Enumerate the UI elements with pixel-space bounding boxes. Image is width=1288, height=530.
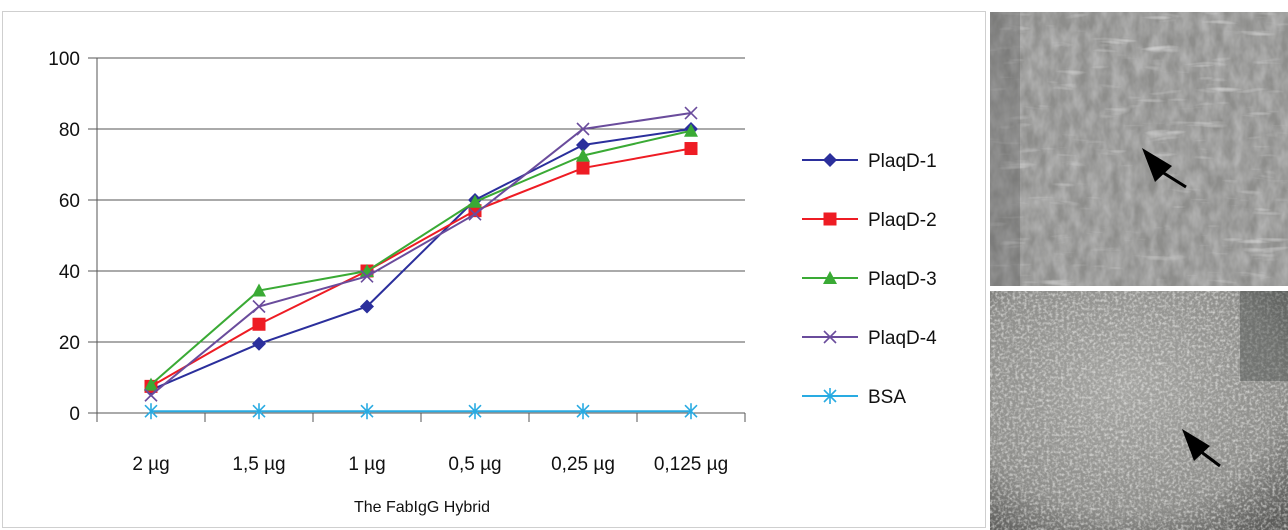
x-tick-labels: 2 µg 1,5 µg 1 µg 0,5 µg 0,25 µg 0,125 µg	[96, 413, 746, 475]
legend-item: PlaqD-1	[802, 151, 937, 172]
microscopy-bottom-svg	[990, 291, 1288, 530]
data-point	[684, 142, 698, 156]
data-point	[252, 299, 266, 314]
y-tick-labels: 0 20 40 60 80 100	[48, 49, 97, 425]
arrow-icon	[1142, 148, 1187, 189]
y-tick-label: 100	[48, 49, 80, 70]
series-line	[150, 128, 692, 391]
data-point	[252, 403, 266, 420]
data-point	[144, 377, 158, 391]
legend-item: PlaqD-4	[802, 328, 937, 349]
microscopy-top-svg	[990, 12, 1288, 286]
x-tick-label: 2 µg	[132, 454, 169, 475]
series-group	[144, 106, 698, 420]
legend-item: BSA	[802, 387, 906, 408]
y-tick-label: 60	[59, 191, 80, 212]
y-tick-label: 80	[59, 120, 80, 141]
data-point	[576, 148, 590, 162]
legend-marker	[823, 153, 837, 167]
legend-marker	[823, 330, 837, 344]
data-point	[468, 207, 482, 221]
legend-label: PlaqD-3	[868, 269, 937, 290]
data-point	[576, 161, 590, 175]
data-point	[576, 137, 590, 152]
series-line	[150, 147, 692, 388]
legend-item: PlaqD-2	[802, 210, 937, 231]
image-divider	[990, 286, 1288, 291]
microscopy-image-bottom	[990, 291, 1288, 530]
data-point	[684, 106, 698, 120]
data-point	[252, 317, 266, 331]
x-tick-label: 0,5 µg	[448, 454, 501, 475]
y-tick-label: 40	[59, 262, 80, 283]
legend-item: PlaqD-3	[802, 269, 937, 290]
legend-label: PlaqD-2	[868, 210, 937, 231]
data-point	[468, 194, 482, 208]
series-line	[150, 112, 692, 397]
legend-marker	[823, 388, 837, 404]
y-tick-label: 0	[69, 404, 80, 425]
legend-marker	[823, 271, 837, 284]
x-tick-label: 1,5 µg	[232, 454, 285, 475]
data-point	[360, 403, 374, 420]
legend-label: PlaqD-4	[868, 328, 937, 349]
data-point	[684, 123, 698, 137]
y-tick-label: 20	[59, 333, 80, 354]
line-chart: 0 20 40 60 80 100 2 µg 1,5 µg 1 µg 0,5 µg 0,25 µg…	[48, 49, 937, 516]
data-point	[468, 403, 482, 420]
arrow-icon	[1182, 429, 1221, 468]
data-point	[684, 403, 698, 420]
legend-label: PlaqD-1	[868, 151, 937, 172]
grid-lines	[97, 57, 745, 343]
microscopy-image-top	[990, 12, 1288, 286]
x-tick-label: 1 µg	[348, 454, 385, 475]
data-point	[576, 122, 590, 136]
chart-frame	[2, 11, 986, 528]
x-axis-label: The FabIgG Hybrid	[354, 499, 490, 516]
series-line	[150, 129, 692, 386]
data-point	[360, 269, 374, 283]
data-point	[252, 283, 266, 297]
series-PlaqD-2	[144, 142, 698, 393]
series-PlaqD-4	[144, 106, 698, 402]
data-point	[144, 388, 158, 402]
data-point	[252, 336, 266, 351]
legend-marker	[823, 212, 837, 226]
data-point	[360, 299, 374, 314]
series-BSA	[144, 403, 698, 420]
data-point	[576, 403, 590, 420]
legend: PlaqD-1 PlaqD-2 PlaqD-3 PlaqD-4 BSA	[802, 151, 937, 408]
data-point	[144, 403, 158, 420]
series-PlaqD-3	[144, 123, 698, 391]
x-tick-label: 0,25 µg	[551, 454, 615, 475]
x-tick-label: 0,125 µg	[654, 454, 728, 475]
legend-label: BSA	[868, 387, 906, 408]
